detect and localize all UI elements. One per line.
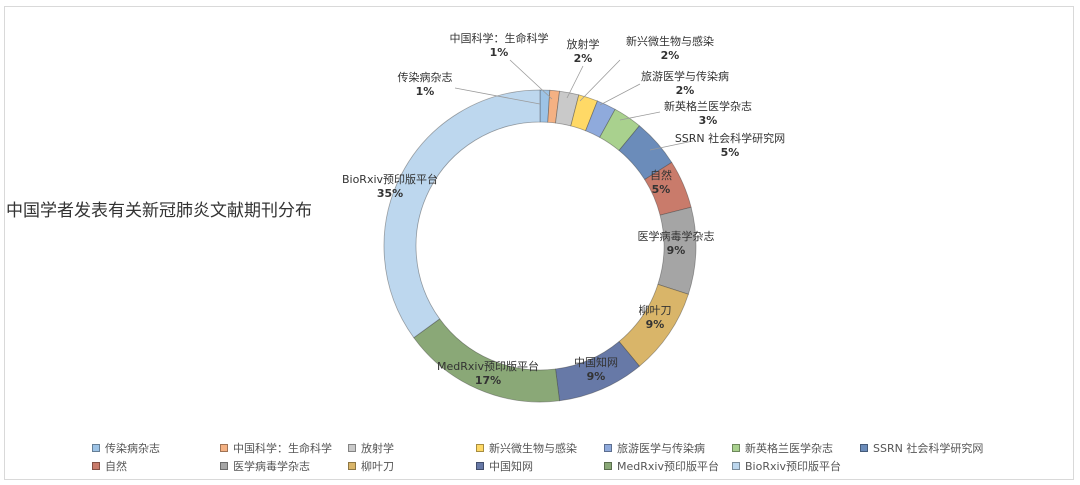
legend-label: 中国科学：生命科学 — [233, 442, 332, 455]
legend-item: 自然 — [92, 458, 220, 474]
legend-swatch — [476, 444, 484, 452]
donut-slice — [547, 89, 560, 124]
donut-slice — [618, 125, 673, 181]
legend-item: 医学病毒学杂志 — [220, 458, 348, 474]
slice-category-label: 医学病毒学杂志 — [638, 229, 715, 243]
leader-line — [454, 87, 541, 105]
legend-item: 旅游医学与传染病 — [604, 440, 732, 456]
slice-value-label: 2% — [676, 84, 695, 97]
slice-value-label: 1% — [490, 46, 509, 59]
leader-line — [579, 59, 621, 102]
legend-item: 中国科学：生命科学 — [220, 440, 348, 456]
legend-item: 放射学 — [348, 440, 476, 456]
legend-label: 柳叶刀 — [361, 460, 394, 473]
leader-line — [599, 83, 641, 106]
slice-category-label: 传染病杂志 — [398, 70, 453, 84]
donut-slice — [570, 94, 598, 132]
slice-category-label: MedRxiv预印版平台 — [437, 359, 539, 373]
slice-value-label: 9% — [667, 244, 686, 257]
legend-label: BioRxiv预印版平台 — [745, 460, 842, 473]
legend-label: 放射学 — [361, 442, 394, 455]
legend-item: SSRN 社会科学研究网 — [860, 440, 988, 456]
donut-slice — [383, 89, 541, 339]
slice-value-label: 5% — [652, 183, 671, 196]
slice-value-label: 17% — [475, 374, 501, 387]
legend-swatch — [732, 462, 740, 470]
legend-label: 旅游医学与传染病 — [617, 442, 705, 455]
legend-item: 新英格兰医学杂志 — [732, 440, 860, 456]
legend-swatch — [732, 444, 740, 452]
legend-label: 自然 — [105, 460, 127, 473]
leader-line — [509, 59, 553, 100]
slice-value-label: 2% — [574, 52, 593, 65]
slice-value-label: 5% — [721, 146, 740, 159]
legend-item: 新兴微生物与感染 — [476, 440, 604, 456]
leader-line — [649, 140, 694, 151]
legend-swatch — [348, 444, 356, 452]
slice-value-label: 2% — [661, 49, 680, 62]
legend-swatch — [92, 462, 100, 470]
legend-label: 新英格兰医学杂志 — [745, 442, 833, 455]
slice-category-label: 中国知网 — [574, 355, 618, 369]
legend-item: MedRxiv预印版平台 — [604, 458, 732, 474]
legend-swatch — [476, 462, 484, 470]
slice-category-label: 放射学 — [567, 37, 600, 51]
legend-label: 医学病毒学杂志 — [233, 460, 310, 473]
legend-swatch — [348, 462, 356, 470]
slice-value-label: 35% — [377, 187, 403, 200]
slice-category-label: 中国科学：生命科学 — [450, 31, 549, 45]
slice-category-label: SSRN 社会科学研究网 — [675, 131, 785, 145]
slice-value-label: 3% — [699, 114, 718, 127]
legend-swatch — [92, 444, 100, 452]
legend-swatch — [860, 444, 868, 452]
legend-label: SSRN 社会科学研究网 — [873, 442, 984, 455]
legend-swatch — [604, 444, 612, 452]
slice-category-label: 新英格兰医学杂志 — [664, 99, 752, 113]
legend-label: 中国知网 — [489, 460, 533, 473]
legend-label: 传染病杂志 — [105, 442, 160, 455]
legend-label: MedRxiv预印版平台 — [617, 460, 719, 473]
chart-title: 中国学者发表有关新冠肺炎文献期刊分布 — [6, 201, 312, 221]
legend-item: 柳叶刀 — [348, 458, 476, 474]
slice-category-label: BioRxiv预印版平台 — [342, 172, 438, 186]
slice-value-label: 9% — [587, 370, 606, 383]
donut-slice — [644, 161, 692, 216]
legend: 传染病杂志 中国科学：生命科学 放射学 新兴微生物与感染 旅游医学与传染病 新英格兰医学杂… — [92, 440, 1032, 474]
legend-item: BioRxiv预印版平台 — [732, 458, 860, 474]
leader-line — [566, 65, 584, 99]
donut-slice — [539, 89, 551, 123]
slice-value-label: 9% — [646, 318, 665, 331]
legend-swatch — [604, 462, 612, 470]
legend-swatch — [220, 444, 228, 452]
donut-slice — [555, 90, 580, 127]
legend-item: 中国知网 — [476, 458, 604, 474]
slice-category-label: 新兴微生物与感染 — [626, 34, 714, 48]
legend-item: 传染病杂志 — [92, 440, 220, 456]
slice-value-label: 1% — [416, 85, 435, 98]
slice-category-label: 自然 — [650, 168, 672, 182]
slice-category-label: 旅游医学与传染病 — [641, 69, 729, 83]
slice-category-label: 柳叶刀 — [639, 303, 672, 317]
legend-label: 新兴微生物与感染 — [489, 442, 577, 455]
leader-line — [619, 111, 661, 121]
legend-swatch — [220, 462, 228, 470]
